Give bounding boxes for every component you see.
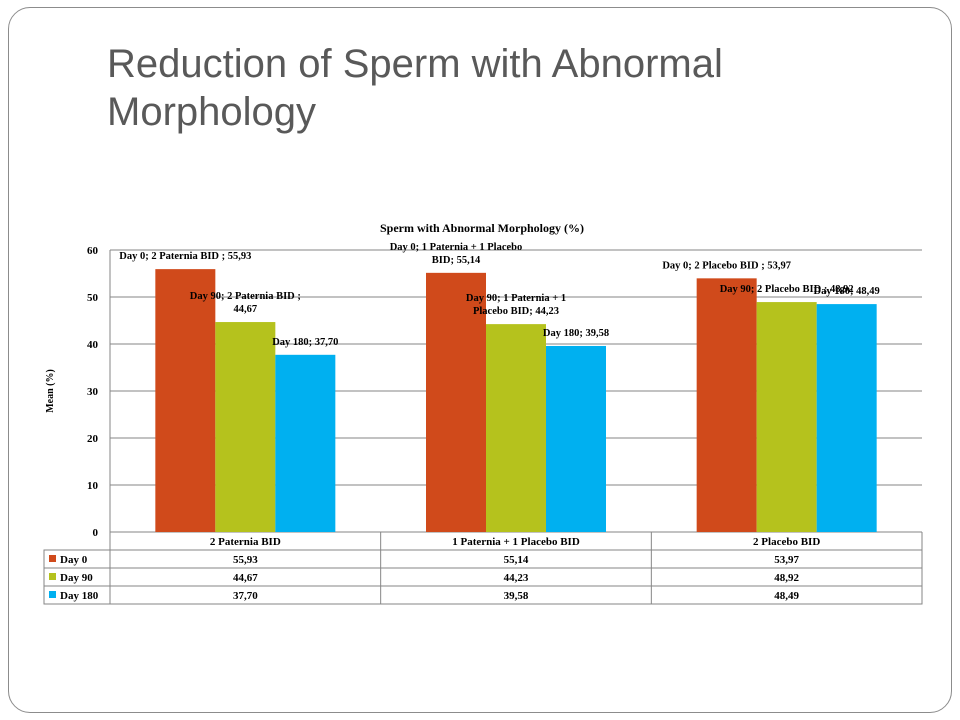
data-label: Day 90; 2 Placebo BID ; 48,92 — [720, 284, 854, 295]
slide-title: Reduction of Sperm with Abnormal Morphol… — [107, 40, 867, 136]
x-category-label: 1 Paternia + 1 Placebo BID — [452, 536, 580, 548]
data-label: Day 180; 48,49 — [814, 286, 880, 297]
data-label: Placebo BID; 44,23 — [473, 306, 559, 317]
legend-swatch — [49, 591, 56, 598]
bar — [275, 354, 336, 532]
bar — [546, 345, 606, 532]
table-value: 44,67 — [233, 572, 258, 584]
legend-swatch — [49, 555, 56, 562]
y-tick-label: 40 — [87, 339, 99, 351]
data-label: Day 0; 2 Placebo BID ; 53,97 — [662, 260, 791, 271]
slide-title-line-1: Reduction of Sperm with Abnormal — [107, 42, 723, 86]
bar — [816, 304, 877, 532]
data-label: Day 0; 2 Paternia BID ; 55,93 — [119, 251, 251, 262]
table-value: 53,97 — [774, 554, 799, 566]
data-label: Day 90; 2 Paternia BID ; — [190, 291, 301, 302]
bar — [696, 278, 757, 532]
table-value: 48,49 — [774, 590, 799, 602]
y-tick-label: 20 — [87, 433, 99, 445]
table-value: 39,58 — [504, 590, 529, 602]
bar — [756, 302, 817, 532]
chart-title: Sperm with Abnormal Morphology (%) — [380, 221, 584, 235]
bar — [426, 272, 486, 532]
table-value: 44,23 — [504, 572, 529, 584]
bar — [155, 269, 216, 532]
legend-swatch — [49, 573, 56, 580]
y-tick-label: 50 — [87, 292, 99, 304]
legend-series-name: Day 90 — [60, 572, 93, 584]
table-value: 55,14 — [504, 554, 529, 566]
y-tick-label: 60 — [87, 245, 99, 257]
y-tick-label: 30 — [87, 386, 99, 398]
x-category-label: 2 Placebo BID — [753, 536, 820, 548]
data-label: Day 180; 39,58 — [543, 328, 609, 339]
slide-title-line-2: Morphology — [107, 90, 317, 134]
bar — [215, 322, 276, 532]
bar — [486, 324, 546, 532]
data-label: Day 0; 1 Paternia + 1 Placebo — [390, 242, 523, 253]
legend-series-name: Day 180 — [60, 590, 99, 602]
y-tick-label: 10 — [87, 480, 99, 492]
data-label: 44,67 — [234, 304, 258, 315]
table-value: 48,92 — [774, 572, 799, 584]
data-label: Day 90; 1 Paternia + 1 — [466, 293, 566, 304]
y-axis-label: Mean (%) — [45, 369, 56, 413]
table-value: 37,70 — [233, 590, 258, 602]
legend-series-name: Day 0 — [60, 554, 88, 566]
y-tick-label: 0 — [93, 527, 99, 539]
x-category-label: 2 Paternia BID — [210, 536, 281, 548]
table-value: 55,93 — [233, 554, 258, 566]
data-label: BID; 55,14 — [432, 255, 481, 266]
data-label: Day 180; 37,70 — [272, 337, 338, 348]
